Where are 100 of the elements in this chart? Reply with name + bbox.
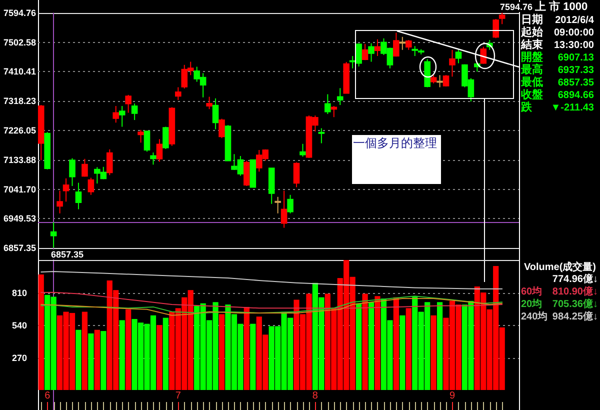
candlestick — [324, 94, 331, 114]
y-tick-label: 540 — [12, 320, 27, 330]
text: 收盤 — [521, 88, 543, 101]
line-series — [40, 292, 503, 309]
candlestick — [406, 40, 412, 50]
candlestick — [424, 58, 430, 88]
candlestick — [287, 194, 294, 214]
candlestick — [300, 143, 306, 158]
candlestick — [138, 129, 144, 144]
bar — [406, 308, 412, 390]
x-tick-label: 9 — [449, 390, 456, 402]
candlestick — [362, 43, 368, 61]
text: 6857.35 — [558, 78, 594, 88]
text: 開盤 — [521, 50, 543, 64]
text: 6937.33 — [558, 65, 594, 76]
x-tick-label: 8 — [312, 390, 318, 402]
y-tick-label: 7594.76 — [3, 8, 36, 18]
y-tick-label: 6949.53 — [3, 214, 36, 224]
bar — [356, 303, 362, 390]
annotation: 7594.76 — [499, 2, 534, 12]
annotation: 一個多月的整理 — [353, 136, 437, 150]
y-tick-label: 7318.23 — [3, 96, 36, 106]
candlestick — [62, 178, 70, 202]
text: 2012/6/4 — [555, 15, 594, 26]
candlestick — [244, 160, 250, 186]
text: 上 市 1000 — [534, 0, 588, 13]
candlestick — [492, 18, 500, 39]
candlestick — [498, 12, 506, 25]
bar — [430, 315, 436, 390]
candlestick — [75, 182, 82, 210]
bar — [94, 330, 100, 390]
candlestick — [318, 128, 325, 144]
text: 日期 — [521, 13, 543, 26]
y-tick-label: 6857.35 — [3, 243, 36, 253]
candlestick — [168, 106, 176, 146]
candlestick — [50, 222, 57, 248]
text: 結束 — [520, 38, 543, 51]
text: ▼-211.43 — [550, 102, 594, 114]
x-tick-label: 7 — [175, 390, 182, 402]
bar — [393, 297, 399, 390]
candlestick — [343, 62, 350, 94]
y-tick-label: 7041.70 — [3, 184, 36, 194]
candlestick — [436, 74, 443, 88]
candlestick — [88, 177, 94, 196]
candlestick — [125, 94, 132, 114]
text: 起始 — [520, 26, 544, 38]
candlestick — [38, 104, 44, 161]
candlestick — [56, 190, 63, 214]
annotation: 6857.35 — [50, 250, 85, 260]
bar — [218, 314, 225, 390]
candlestick — [399, 36, 406, 50]
text: 最低 — [520, 76, 543, 88]
y-tick-label: 7410.41 — [3, 66, 36, 77]
bar — [436, 302, 443, 390]
annotation-box: 一個多月的整理 — [352, 135, 441, 184]
y-tick-label: 810 — [12, 288, 27, 298]
candlestick — [293, 162, 300, 188]
candlestick — [449, 49, 456, 78]
bar — [250, 324, 256, 390]
candlestick — [131, 102, 138, 121]
candlestick — [156, 138, 163, 162]
candlestick — [393, 32, 400, 58]
text: 09:00:00 — [554, 28, 594, 38]
candlestick — [274, 196, 281, 214]
text: 13:30:00 — [554, 40, 594, 51]
candlestick — [268, 168, 275, 204]
candlestick — [175, 86, 182, 100]
candlestick — [455, 49, 462, 64]
candlestick — [218, 118, 225, 139]
bar — [156, 325, 162, 390]
candlestick — [150, 152, 156, 166]
text: 最高 — [520, 63, 543, 76]
bar — [162, 318, 169, 390]
line-series — [40, 271, 503, 290]
candlestick — [162, 126, 169, 150]
candlestick — [368, 42, 374, 62]
candlestick — [330, 106, 338, 118]
x-tick-label: 6 — [44, 390, 51, 402]
candlestick — [118, 106, 126, 128]
candlestick — [224, 124, 232, 162]
y-tick-label: 7133.88 — [3, 154, 36, 165]
bar — [88, 333, 94, 390]
bar — [126, 309, 132, 390]
candlestick — [212, 98, 219, 130]
candlestick — [336, 88, 344, 106]
candlestick — [44, 132, 50, 170]
bar — [400, 315, 406, 390]
text: 跌 — [520, 100, 533, 114]
candlestick — [280, 190, 288, 228]
candlestick — [442, 74, 450, 88]
bar — [244, 306, 250, 390]
bar — [82, 312, 88, 390]
y-tick-label: 270 — [12, 352, 27, 363]
candlestick — [374, 38, 381, 56]
bar — [76, 330, 82, 390]
candlestick — [106, 148, 113, 176]
y-tick-label: 7502.58 — [3, 37, 36, 48]
bar — [119, 320, 125, 390]
bar — [38, 274, 44, 390]
y-tick-label: 7226.05 — [3, 126, 36, 136]
